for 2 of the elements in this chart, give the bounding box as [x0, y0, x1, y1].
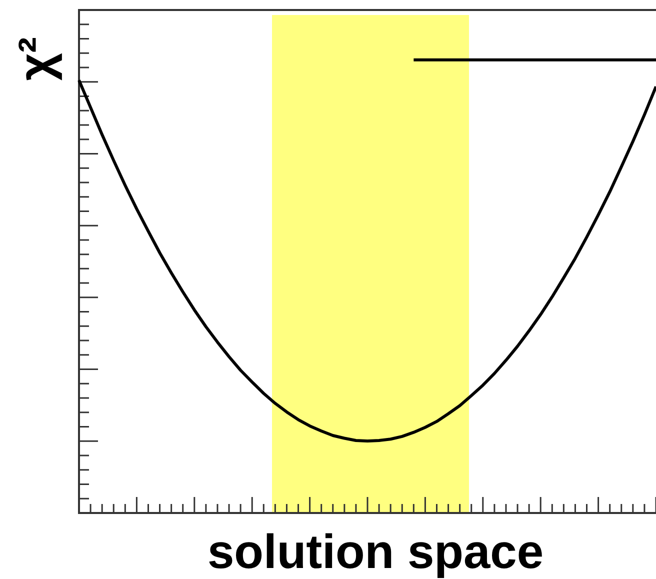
y-axis-title: χ²: [10, 37, 63, 81]
x-axis-title: solution space: [207, 526, 544, 579]
